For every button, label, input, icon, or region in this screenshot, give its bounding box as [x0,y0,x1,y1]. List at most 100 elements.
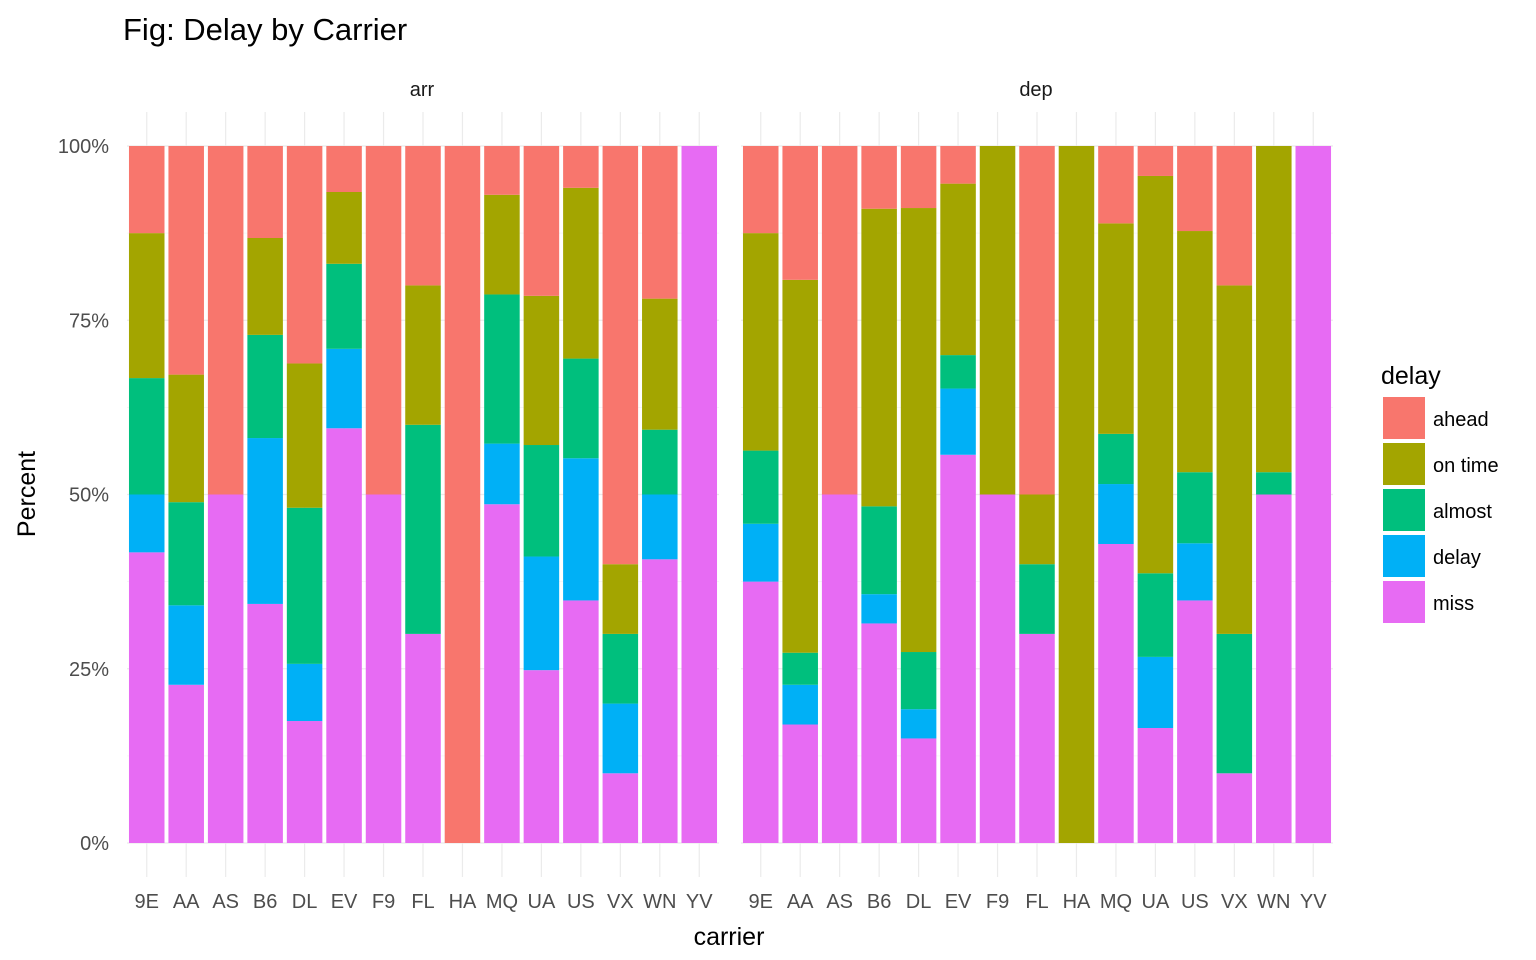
bar-segment-dep-UA-ahead [1137,146,1174,176]
bar-segment-arr-B6-delay [247,438,283,604]
y-tick-label: 25% [69,659,109,681]
bar-segment-dep-HA-on-time [1058,146,1095,843]
bar-segment-dep-AA-miss [782,724,818,843]
bar-segment-arr-DL-almost [286,507,323,664]
bar-segment-arr-AA-delay [168,605,204,685]
bar-segment-arr-YV-miss [681,146,718,843]
x-tick-label: MQ [1100,891,1132,913]
bar-segment-arr-EV-miss [326,428,362,843]
bar-segment-dep-WN-on-time [1256,146,1292,473]
bars-layer [128,146,1332,843]
bar-segment-dep-US-miss [1177,600,1213,843]
x-tick-label: AS [826,891,853,913]
bar-segment-arr-WN-almost [642,429,678,495]
y-tick-label: 50% [69,485,109,507]
bar-segment-arr-WN-delay [642,494,678,560]
bar-segment-arr-VX-almost [602,633,639,704]
bar-segment-dep-F9-on-time [979,146,1016,495]
x-tick-label: F9 [372,891,395,913]
bar-segment-arr-MQ-delay [484,443,520,505]
bar-segment-dep-UA-miss [1137,727,1174,843]
legend: delay ahead on time almost delay miss [1381,362,1499,623]
x-tick-label: DL [292,891,318,913]
ticks-layer: 0% 25% 50% 75% 100% 9E AA AS B6 DL EV F9 FL HA MQ UA US V… [58,136,1327,913]
bar-segment-dep-MQ-miss [1098,543,1134,843]
bar-segment-dep-MQ-delay [1098,484,1134,544]
bar-segment-arr-VX-ahead [602,146,639,565]
x-tick-label: FL [1025,891,1048,913]
legend-swatch-delay [1383,535,1425,577]
bar-segment-dep-UA-almost [1137,573,1174,657]
bar-segment-arr-MQ-on-time [484,194,520,295]
x-tick-label: US [567,891,595,913]
bar-segment-arr-AA-ahead [168,146,204,375]
x-tick-label: FL [411,891,434,913]
bar-segment-dep-AA-delay [782,684,818,725]
x-tick-label: UA [528,891,556,913]
x-tick-label: US [1181,891,1209,913]
x-tick-label: DL [906,891,932,913]
bar-segment-dep-EV-miss [940,454,976,843]
bar-segment-arr-B6-miss [247,603,283,843]
bar-segment-dep-US-ahead [1177,146,1213,232]
bar-segment-arr-WN-ahead [642,146,678,299]
bar-segment-arr-UA-on-time [523,295,560,446]
bar-segment-arr-MQ-ahead [484,146,520,195]
bar-segment-dep-9E-delay [742,523,779,582]
bar-segment-arr-AS-miss [207,494,244,843]
bar-segment-arr-VX-miss [602,773,639,843]
bar-segment-dep-AA-ahead [782,146,818,280]
bar-segment-dep-B6-miss [861,623,897,843]
bar-segment-arr-WN-miss [642,559,678,843]
bar-segment-arr-DL-ahead [286,146,323,364]
bar-segment-arr-9E-ahead [128,146,165,234]
labels-layer: Fig: Delay by Carrier arr dep carrier Pe… [13,12,1053,951]
bar-segment-arr-US-on-time [563,187,599,359]
x-tick-label: B6 [253,891,277,913]
bar-segment-arr-AA-miss [168,684,204,843]
bar-segment-arr-UA-miss [523,670,560,843]
legend-title: delay [1381,362,1441,390]
bar-segment-dep-DL-on-time [900,208,937,653]
legend-swatch-on-time [1383,443,1425,485]
bar-segment-arr-AS-ahead [207,146,244,495]
bar-segment-dep-9E-miss [742,581,779,843]
bar-segment-arr-UA-delay [523,556,560,671]
bar-segment-dep-UA-delay [1137,656,1174,728]
x-tick-label: 9E [134,891,158,913]
y-tick-label: 100% [58,136,109,158]
bar-segment-arr-F9-ahead [365,146,402,495]
y-tick-label: 0% [80,833,109,855]
bar-segment-dep-B6-delay [861,594,897,624]
bar-segment-arr-DL-delay [286,663,323,722]
bar-segment-dep-FL-ahead [1019,146,1055,495]
bar-segment-arr-DL-on-time [286,363,323,508]
legend-swatch-miss [1383,581,1425,623]
bar-segment-dep-B6-on-time [861,208,897,507]
bar-segment-arr-9E-miss [128,552,165,843]
bar-segment-arr-EV-delay [326,348,362,429]
x-tick-label: AS [212,891,239,913]
bar-segment-arr-9E-delay [128,494,165,553]
bar-segment-dep-AS-miss [821,494,858,843]
facet-label-dep: dep [1019,79,1052,101]
bar-segment-dep-UA-on-time [1137,175,1174,574]
x-tick-label: HA [449,891,477,913]
legend-label-delay: delay [1433,547,1481,569]
bar-segment-dep-WN-miss [1256,494,1292,843]
bar-segment-arr-FL-almost [405,424,441,634]
bar-segment-dep-AA-on-time [782,279,818,653]
x-axis-title: carrier [694,923,765,951]
bar-segment-arr-US-ahead [563,146,599,188]
bar-segment-arr-9E-almost [128,378,165,495]
bar-segment-dep-DL-delay [900,709,937,739]
bar-segment-dep-VX-miss [1216,773,1253,843]
bar-segment-dep-MQ-almost [1098,433,1134,485]
bar-segment-dep-US-delay [1177,543,1213,601]
x-tick-label: MQ [486,891,518,913]
bar-segment-arr-HA-ahead [444,146,481,843]
x-tick-label: YV [686,891,713,913]
bar-segment-arr-EV-ahead [326,146,362,193]
